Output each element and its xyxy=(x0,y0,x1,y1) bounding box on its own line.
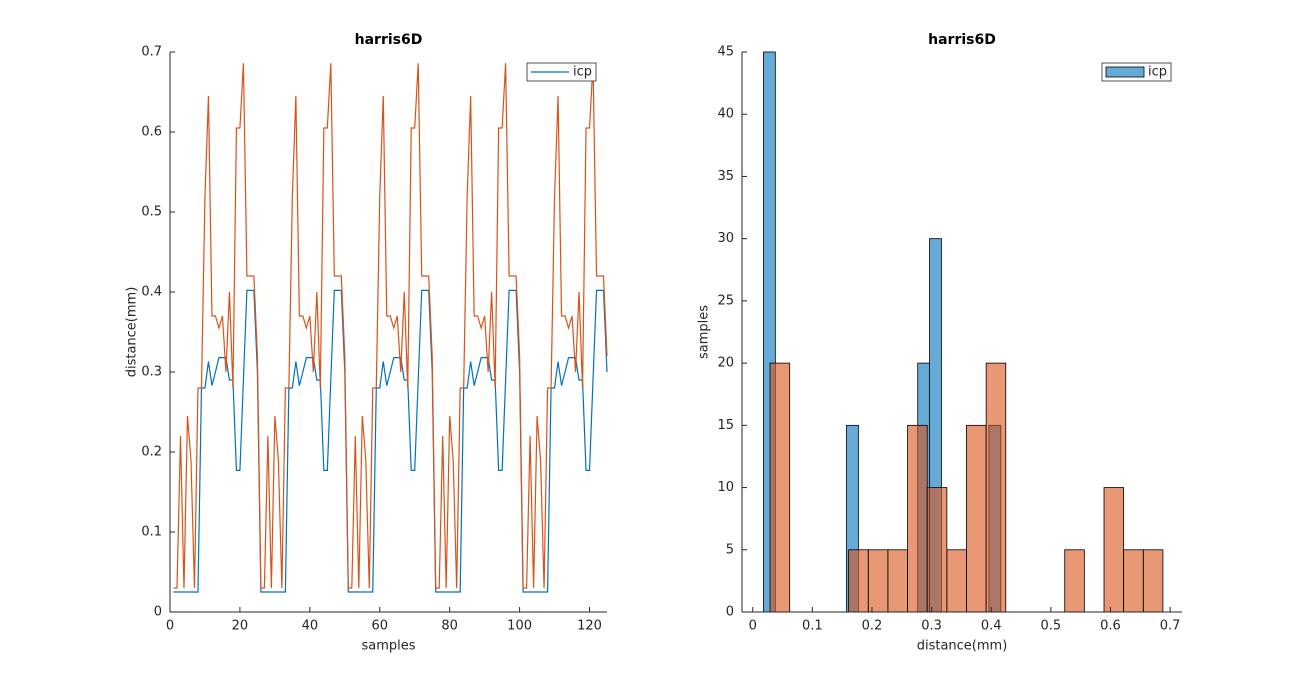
x-tick-label: 0.2 xyxy=(862,619,883,634)
y-axis-label: samples xyxy=(697,305,712,359)
x-tick-label: 0.1 xyxy=(802,619,823,634)
x-tick-label: 0.3 xyxy=(921,619,942,634)
y-tick-label: 0.3 xyxy=(141,365,162,380)
histogram-bar xyxy=(887,549,908,613)
y-tick-label: 35 xyxy=(717,169,734,184)
histogram-bar xyxy=(1123,549,1144,613)
x-tick-label: 40 xyxy=(302,619,319,634)
x-tick-label: 0 xyxy=(166,619,174,634)
histogram-bar xyxy=(769,362,791,613)
legend-label: icp xyxy=(1148,65,1167,80)
x-tick-label: 0.5 xyxy=(1040,619,1061,634)
x-axis-label: distance(mm) xyxy=(917,639,1008,654)
legend-swatch xyxy=(1105,66,1145,78)
y-tick-label: 0.6 xyxy=(141,125,162,140)
y-tick-label: 20 xyxy=(717,356,734,371)
histogram-bar xyxy=(926,487,948,613)
x-tick-label: 60 xyxy=(371,619,388,634)
x-tick-label: 100 xyxy=(507,619,532,634)
y-tick-label: 0.7 xyxy=(141,45,162,60)
histogram-bar xyxy=(966,424,987,613)
histogram-bar xyxy=(848,549,869,613)
y-tick-label: 30 xyxy=(717,231,734,246)
histogram-bar xyxy=(1142,549,1164,613)
x-tick-label: 0 xyxy=(749,619,757,634)
y-tick-label: 15 xyxy=(717,418,734,433)
y-tick-label: 40 xyxy=(717,107,734,122)
histogram-bar xyxy=(867,549,889,613)
y-tick-label: 45 xyxy=(717,45,734,60)
legend-label: icp xyxy=(573,65,592,80)
y-tick-label: 25 xyxy=(717,293,734,308)
histogram-bar xyxy=(1103,487,1125,613)
data-line xyxy=(173,289,608,593)
x-tick-label: 0.7 xyxy=(1160,619,1181,634)
x-tick-label: 0.4 xyxy=(981,619,1002,634)
y-tick-label: 0 xyxy=(726,605,734,620)
x-axis-label: samples xyxy=(361,639,415,654)
chart-title: harris6D xyxy=(928,32,996,48)
x-tick-label: 80 xyxy=(441,619,458,634)
x-tick-label: 20 xyxy=(232,619,249,634)
y-tick-label: 5 xyxy=(726,542,734,557)
chart-panel: harris6D samples distance(mm) 0 20 40 60 80 100 1… xyxy=(125,32,608,654)
y-tick-label: 0.5 xyxy=(141,205,162,220)
histogram-bar xyxy=(1064,549,1085,613)
chart-title: harris6D xyxy=(355,32,423,48)
x-tick-label: 120 xyxy=(577,619,602,634)
histogram-bar xyxy=(946,549,967,613)
histogram-bar xyxy=(985,362,1007,613)
y-tick-label: 0.4 xyxy=(141,285,162,300)
chart-panel: harris6D distance(mm) samples 0 0.1 0.2 0.3 0.4… xyxy=(697,32,1182,654)
y-axis-label: distance(mm) xyxy=(125,287,140,378)
x-tick-label: 0.6 xyxy=(1100,619,1121,634)
histogram-bar xyxy=(907,424,928,613)
data-line xyxy=(173,63,608,589)
y-tick-label: 0.2 xyxy=(141,445,162,460)
y-tick-label: 0.1 xyxy=(141,525,162,540)
y-tick-label: 10 xyxy=(717,480,734,495)
y-tick-label: 0 xyxy=(154,605,162,620)
